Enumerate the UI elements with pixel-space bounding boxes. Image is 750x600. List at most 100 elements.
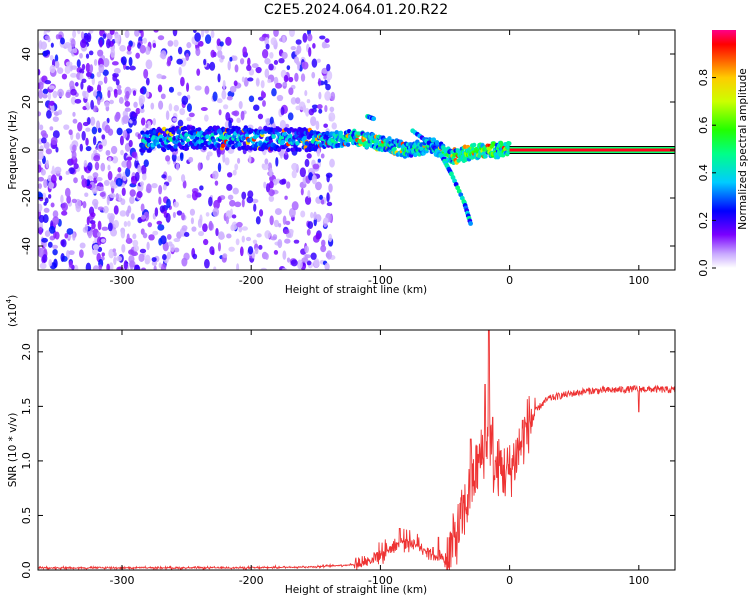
- spectrogram-noise-cell: [70, 72, 78, 78]
- spectrogram-noise-cell: [173, 104, 180, 112]
- spectrogram-noise-cell: [122, 129, 128, 139]
- spectrogram-noise-cell: [43, 207, 50, 213]
- y-tick-label: 1.5: [20, 398, 33, 416]
- spectrogram-noise-cell: [101, 252, 105, 257]
- spectrogram-noise-cell: [279, 179, 286, 185]
- spectrogram-y-ticks: -40 -20 0 20 40: [20, 47, 675, 255]
- spectrogram-noise-cell: [264, 230, 271, 239]
- spectrogram-noise-cell: [162, 184, 167, 191]
- spectrogram-noise-cell: [290, 97, 297, 105]
- spectrogram-noise-cell: [139, 87, 145, 94]
- spectrogram-noise-cell: [158, 185, 163, 195]
- spectrogram-noise-cell: [43, 178, 48, 189]
- spectrogram-noise-cell: [312, 163, 320, 170]
- spectrogram-noise-cell: [43, 201, 47, 206]
- spectrogram-noise-cell: [137, 164, 142, 175]
- spectrogram-noise-cell: [286, 181, 291, 189]
- spectrogram-noise-cell: [52, 90, 58, 99]
- spectrogram-ridge-cell: [202, 145, 207, 151]
- spectrogram-noise-cell: [186, 42, 192, 49]
- spectrogram-noise-cell: [81, 63, 86, 71]
- spectrogram-noise-cell: [291, 162, 298, 171]
- spectrogram-noise-cell: [165, 155, 171, 162]
- spectrogram-noise-cell: [241, 191, 247, 200]
- spectrogram-noise-cell: [222, 104, 229, 110]
- y-tick-label: 1.0: [20, 452, 33, 470]
- spectrogram-ridge-cell: [280, 139, 286, 145]
- spectrogram-ridge-cell: [304, 141, 309, 146]
- spectrogram-noise-cell: [281, 267, 287, 270]
- spectrogram-noise-cell: [109, 193, 116, 199]
- spectrogram-noise-cell: [255, 66, 262, 74]
- spectrogram-noise-cell: [282, 35, 286, 44]
- spectrogram-noise-cell: [146, 183, 152, 194]
- spectrogram-noise-cell: [122, 115, 130, 124]
- spectrogram-noise-cell: [45, 159, 49, 169]
- spectrogram-noise-cell: [185, 52, 190, 61]
- spectrogram-noise-cell: [320, 199, 325, 205]
- spectrogram-noise-cell: [306, 260, 312, 266]
- spectrogram-noise-cell: [97, 220, 102, 231]
- spectrogram-noise-cell: [124, 100, 131, 107]
- spectrogram-noise-cell: [107, 170, 113, 181]
- spectrogram-noise-cell: [283, 229, 290, 235]
- spectrogram-ridge-cell: [338, 130, 344, 136]
- spectrogram-noise-cell: [274, 208, 282, 216]
- spectrogram-noise-cell: [96, 96, 101, 106]
- snr-background: [38, 330, 675, 570]
- spectrogram-noise-cell: [50, 103, 55, 114]
- spectrogram-noise-cell: [54, 54, 59, 63]
- spectrogram-noise-cell: [113, 256, 117, 266]
- spectrogram-noise-cell: [142, 173, 147, 181]
- spectrogram-noise-cell: [239, 58, 245, 65]
- spectrogram-noise-cell: [227, 60, 231, 71]
- spectrogram-noise-cell: [49, 64, 56, 74]
- spectrogram-noise-cell: [126, 159, 132, 170]
- spectrogram-noise-cell: [135, 107, 141, 115]
- spectrogram-ridge-cell: [387, 136, 392, 141]
- spectrogram-noise-cell: [173, 201, 179, 208]
- spectrogram-noise-cell: [304, 254, 311, 259]
- spectrogram-noise-cell: [306, 153, 312, 159]
- spectrogram-noise-cell: [42, 214, 49, 223]
- spectrogram-noise-cell: [258, 244, 263, 250]
- spectrogram-noise-cell: [192, 253, 198, 260]
- spectrogram-noise-cell: [92, 136, 97, 146]
- spectrogram-noise-cell: [162, 254, 167, 261]
- spectrogram-noise-cell: [144, 258, 150, 265]
- spectrogram-noise-cell: [186, 194, 192, 199]
- spectrogram-noise-cell: [158, 196, 162, 206]
- spectrogram-noise-cell: [172, 30, 178, 37]
- spectrogram-noise-cell: [157, 84, 163, 93]
- steady-band-core: [509, 148, 675, 152]
- spectrogram-noise-cell: [153, 30, 159, 33]
- spectrogram-noise-cell: [186, 82, 190, 93]
- spectrogram-noise-cell: [134, 171, 140, 182]
- spectrogram-noise-cell: [246, 64, 252, 72]
- spectrogram-noise-cell: [154, 207, 159, 217]
- spectrogram-noise-cell: [110, 228, 118, 237]
- spectrogram-noise-cell: [124, 107, 131, 112]
- spectrogram-noise-cell: [233, 80, 238, 87]
- spectrogram-noise-cell: [241, 235, 245, 243]
- spectrogram-noise-cell: [58, 175, 63, 181]
- spectrogram-noise-cell: [255, 77, 260, 87]
- spectrogram-noise-cell: [151, 260, 158, 266]
- spectrogram-noise-cell: [125, 209, 130, 217]
- spectrogram-noise-cell: [273, 250, 279, 255]
- spectrogram-noise-cell: [124, 30, 130, 39]
- spectrogram-noise-cell: [73, 177, 78, 184]
- spectrogram-noise-cell: [310, 212, 314, 219]
- spectrogram-noise-cell: [145, 77, 150, 86]
- spectrogram-noise-cell: [105, 38, 111, 49]
- spectrogram-noise-cell: [129, 65, 136, 71]
- spectrogram-noise-cell: [247, 57, 251, 66]
- spectrogram-noise-cell: [170, 243, 175, 253]
- x-tick-label: -100: [368, 274, 393, 287]
- spectrogram-ridge-cell: [218, 130, 224, 136]
- spectrogram-branch-cell: [371, 116, 377, 122]
- spectrogram-noise-cell: [113, 252, 117, 257]
- spectrogram-noise-cell: [109, 30, 115, 35]
- spectrogram-noise-cell: [140, 214, 146, 220]
- spectrogram-noise-cell: [246, 196, 254, 204]
